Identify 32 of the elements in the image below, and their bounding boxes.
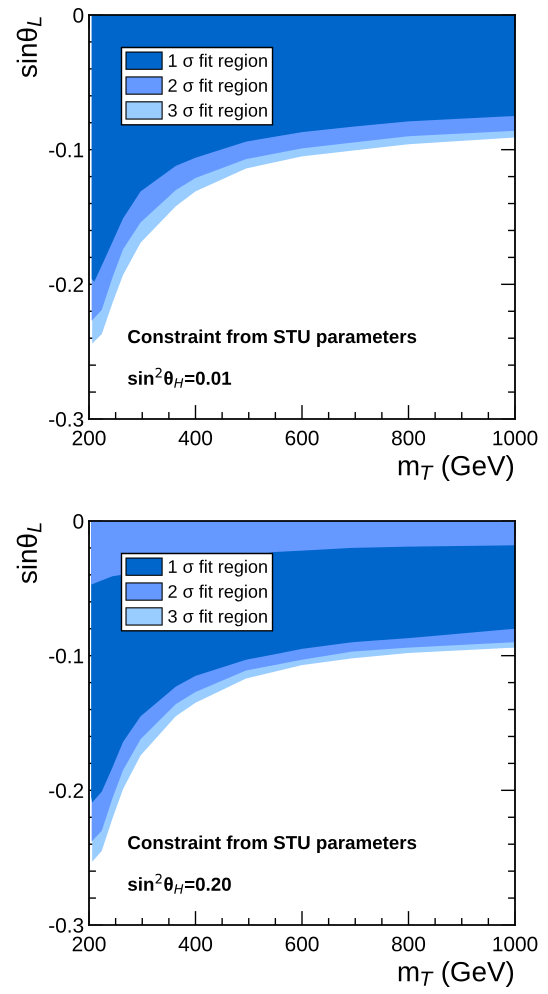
annotation: sin$^{2}$θ$_{H}$=0.01 bbox=[128, 368, 232, 388]
y-tick-label: -0.1 bbox=[49, 142, 84, 158]
legend-label: 2 σ fit region bbox=[168, 78, 267, 96]
x-tick-label: 400 bbox=[178, 430, 212, 446]
x-tick-label: 600 bbox=[286, 936, 319, 952]
legend-label: 2 σ fit region bbox=[168, 584, 267, 602]
y-tick-label: -0.3 bbox=[49, 412, 84, 427]
x-tick-label: 200 bbox=[72, 430, 106, 446]
x-tick-label: 800 bbox=[392, 430, 426, 446]
x-axis-title: m$_{T}$ (GeV) bbox=[398, 961, 514, 987]
x-tick-label: 1000 bbox=[493, 936, 538, 952]
x-tick-label: 800 bbox=[392, 936, 426, 952]
y-tick-label: -0.2 bbox=[49, 783, 84, 798]
x-tick-label: 200 bbox=[72, 936, 106, 952]
x-tick-label: 400 bbox=[178, 936, 212, 952]
x-tick-label: 600 bbox=[286, 430, 319, 446]
x-tick-label: 1000 bbox=[493, 430, 538, 446]
y-axis-title: sinθ$_{L}$ bbox=[16, 17, 42, 78]
y-tick-label: 0 bbox=[73, 8, 84, 23]
legend-label: 1 σ fit region bbox=[168, 54, 267, 71]
y-tick-label: -0.2 bbox=[49, 277, 84, 292]
y-tick-label: -0.3 bbox=[49, 918, 84, 933]
y-tick-label: -0.1 bbox=[49, 648, 84, 664]
annotation: Constraint from STU parameters bbox=[128, 835, 416, 853]
annotation: sin$^{2}$θ$_{H}$=0.20 bbox=[128, 874, 231, 894]
legend-label: 3 σ fit region bbox=[168, 609, 267, 626]
legend-label: 3 σ fit region bbox=[168, 103, 267, 120]
y-tick-label: 0 bbox=[73, 514, 84, 529]
annotation: Constraint from STU parameters bbox=[128, 329, 416, 347]
y-axis-title: sinθ$_{L}$ bbox=[16, 523, 42, 584]
x-axis-title: m$_{T}$ (GeV) bbox=[398, 455, 514, 481]
legend-label: 1 σ fit region bbox=[168, 560, 267, 577]
